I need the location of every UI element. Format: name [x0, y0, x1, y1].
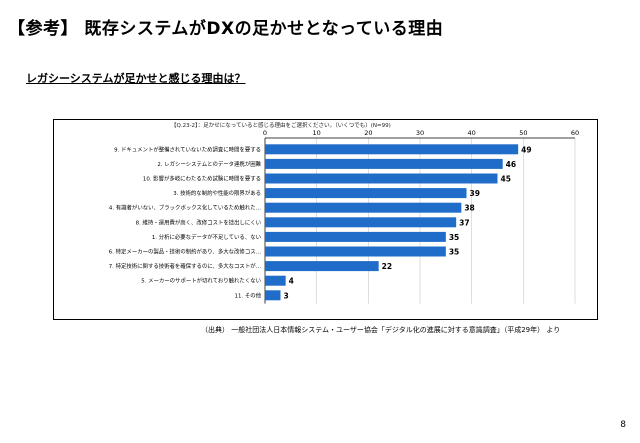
- data-value-label: 39: [470, 189, 480, 198]
- data-bar: [265, 290, 281, 301]
- chart-subtitle: レガシーシステムが足かせと感じる理由は？: [26, 72, 246, 85]
- x-tick-label: 0: [263, 129, 267, 137]
- x-tick-label: 30: [416, 129, 424, 137]
- data-bar: [265, 144, 519, 155]
- x-tick-label: 20: [364, 129, 372, 137]
- category-label: 7. 特定技術に関する技術者を確保するのに、多大なコストが…: [109, 262, 261, 270]
- category-label: 8. 維持・運用費が高く、改修コストを捻出しにくい: [136, 218, 261, 226]
- data-bar: [265, 261, 379, 272]
- data-value-label: 3: [284, 291, 289, 300]
- data-bar: [265, 246, 446, 257]
- page-number: 8: [620, 420, 626, 430]
- category-label: 4. 有識者がいない、ブラックボックス化しているため触れた…: [109, 204, 261, 212]
- x-tick-label: 40: [468, 129, 476, 137]
- data-value-label: 49: [521, 145, 531, 154]
- data-bar: [265, 275, 286, 286]
- data-bar: [265, 188, 467, 199]
- data-bar: [265, 231, 446, 242]
- data-bar: [265, 202, 462, 213]
- data-bar: [265, 173, 498, 184]
- data-value-label: 35: [449, 233, 459, 242]
- survey-question: 【Q.23-2】：足かせになっていると感じる理由をご選択ください。（いくつでも）…: [171, 123, 391, 129]
- data-value-label: 22: [382, 262, 392, 271]
- category-label: 9. ドキュメントが整備されていないため調査に時間を要する: [114, 145, 261, 153]
- data-value-label: 37: [459, 218, 469, 227]
- x-tick-label: 10: [313, 129, 321, 137]
- category-label: 5. メーカーのサポートが切れており触れたくない: [141, 277, 261, 285]
- x-tick-label: 60: [571, 129, 579, 137]
- category-label: 6. 特定メーカーの製品・技術の制約があり、多大な改修コス…: [109, 248, 261, 256]
- source-citation: （出典） 一般社団法人日本情報システム・ユーザー協会「デジタル化の進展に対する意…: [201, 326, 561, 334]
- data-bar: [265, 158, 503, 169]
- data-value-label: 45: [501, 175, 511, 184]
- category-label: 1. 分析に必要なデータが不足している、ない: [152, 233, 261, 241]
- data-value-label: 38: [464, 204, 474, 213]
- category-label: 3. 技術的な制約や性能の限界がある: [173, 189, 261, 197]
- data-value-label: 46: [506, 160, 516, 169]
- category-label: 10. 影響が多岐にわたるため試験に時間を要する: [143, 175, 261, 183]
- data-value-label: 35: [449, 248, 459, 257]
- category-label: 11. その他: [235, 291, 262, 299]
- slide-title: 【参考】 既存システムがDXの足かせとなっている理由: [8, 19, 444, 39]
- x-tick-label: 50: [519, 129, 527, 137]
- data-bar: [265, 217, 457, 228]
- category-label: 2. レガシーシステムとのデータ連携が困難: [157, 160, 261, 168]
- data-value-label: 4: [289, 277, 294, 286]
